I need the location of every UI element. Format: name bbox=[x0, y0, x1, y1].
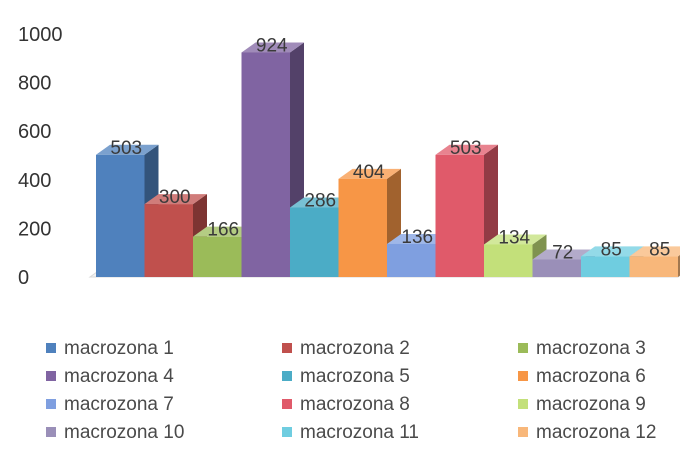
data-label: 85 bbox=[601, 239, 622, 260]
legend-label: macrozona 2 bbox=[300, 338, 410, 359]
bar bbox=[484, 234, 547, 277]
legend-item: macrozona 4 bbox=[46, 366, 174, 387]
legend-swatch bbox=[282, 399, 292, 409]
legend-swatch bbox=[282, 343, 292, 353]
bar-top bbox=[290, 197, 353, 208]
bar-front bbox=[435, 154, 484, 277]
data-label: 72 bbox=[552, 243, 573, 264]
y-tick-label: 400 bbox=[18, 170, 51, 192]
legend-swatch bbox=[46, 371, 56, 381]
legend-swatch bbox=[518, 343, 528, 353]
value-labels: 503 300 166 924 286 404 136 503 134 72 85 85 bbox=[110, 35, 670, 263]
legend-swatch bbox=[46, 427, 56, 437]
data-label: 166 bbox=[207, 220, 239, 241]
bar-top bbox=[96, 144, 159, 155]
legend-swatch bbox=[46, 343, 56, 353]
legend-label: macrozona 5 bbox=[300, 366, 410, 387]
bar-top bbox=[484, 234, 547, 245]
data-label: 404 bbox=[353, 162, 385, 183]
y-tick-label: 600 bbox=[18, 121, 51, 143]
legend: macrozona 1 macrozona 2 macrozona 3 macrozo… bbox=[46, 338, 656, 443]
legend-label: macrozona 11 bbox=[300, 422, 419, 443]
data-label: 300 bbox=[159, 187, 191, 208]
bar-top bbox=[581, 246, 644, 257]
legend-item: macrozona 2 bbox=[282, 338, 410, 359]
bar-front bbox=[532, 259, 581, 277]
bars bbox=[96, 42, 680, 277]
bar-top bbox=[241, 42, 304, 53]
legend-item: macrozona 10 bbox=[46, 422, 184, 443]
legend-label: macrozona 1 bbox=[64, 338, 174, 359]
bar bbox=[338, 168, 401, 277]
bar-top bbox=[629, 246, 680, 257]
bar-front bbox=[193, 236, 242, 277]
bar-front bbox=[96, 154, 145, 277]
bar-front bbox=[581, 256, 630, 277]
bar-top bbox=[435, 144, 498, 155]
legend-label: macrozona 12 bbox=[536, 422, 656, 443]
y-tick-label: 0 bbox=[18, 267, 29, 289]
legend-swatch bbox=[518, 427, 528, 437]
legend-label: macrozona 3 bbox=[536, 338, 646, 359]
legend-label: macrozona 7 bbox=[64, 394, 174, 415]
legend-swatch bbox=[46, 399, 56, 409]
data-label: 503 bbox=[110, 138, 142, 159]
legend-swatch bbox=[518, 399, 528, 409]
legend-swatch bbox=[518, 371, 528, 381]
legend-item: macrozona 9 bbox=[518, 394, 646, 415]
legend-label: macrozona 8 bbox=[300, 394, 410, 415]
legend-item: macrozona 6 bbox=[518, 366, 646, 387]
legend-swatch bbox=[282, 371, 292, 381]
bar-front bbox=[484, 244, 533, 277]
legend-item: macrozona 7 bbox=[46, 394, 174, 415]
bar-top bbox=[532, 249, 595, 260]
y-tick-label: 1000 bbox=[18, 24, 63, 46]
legend-label: macrozona 10 bbox=[64, 422, 184, 443]
legend-label: macrozona 4 bbox=[64, 366, 174, 387]
legend-item: macrozona 3 bbox=[518, 338, 646, 359]
bar-front bbox=[338, 178, 387, 277]
y-axis: 0 200 400 600 800 1000 bbox=[18, 24, 63, 289]
bar-top bbox=[144, 194, 207, 205]
bar-front bbox=[241, 52, 290, 277]
legend-swatch bbox=[282, 427, 292, 437]
legend-item: macrozona 1 bbox=[46, 338, 174, 359]
data-label: 924 bbox=[256, 35, 288, 56]
bar-top bbox=[387, 233, 450, 244]
y-tick-label: 200 bbox=[18, 218, 51, 240]
legend-item: macrozona 11 bbox=[282, 422, 419, 443]
data-label: 85 bbox=[649, 239, 670, 260]
bar-front bbox=[629, 256, 678, 277]
bar-front bbox=[387, 243, 436, 277]
legend-label: macrozona 9 bbox=[536, 394, 646, 415]
bar-top bbox=[193, 226, 256, 237]
data-label: 134 bbox=[498, 227, 530, 248]
bar-front bbox=[290, 207, 339, 277]
legend-item: macrozona 8 bbox=[282, 394, 410, 415]
bar-top bbox=[338, 168, 401, 179]
data-label: 136 bbox=[401, 227, 433, 248]
data-label: 286 bbox=[304, 191, 336, 212]
y-tick-label: 800 bbox=[18, 73, 51, 95]
legend-item: macrozona 12 bbox=[518, 422, 656, 443]
data-label: 503 bbox=[450, 138, 482, 159]
legend-label: macrozona 6 bbox=[536, 366, 646, 387]
bar-front bbox=[144, 204, 193, 277]
legend-item: macrozona 5 bbox=[282, 366, 410, 387]
